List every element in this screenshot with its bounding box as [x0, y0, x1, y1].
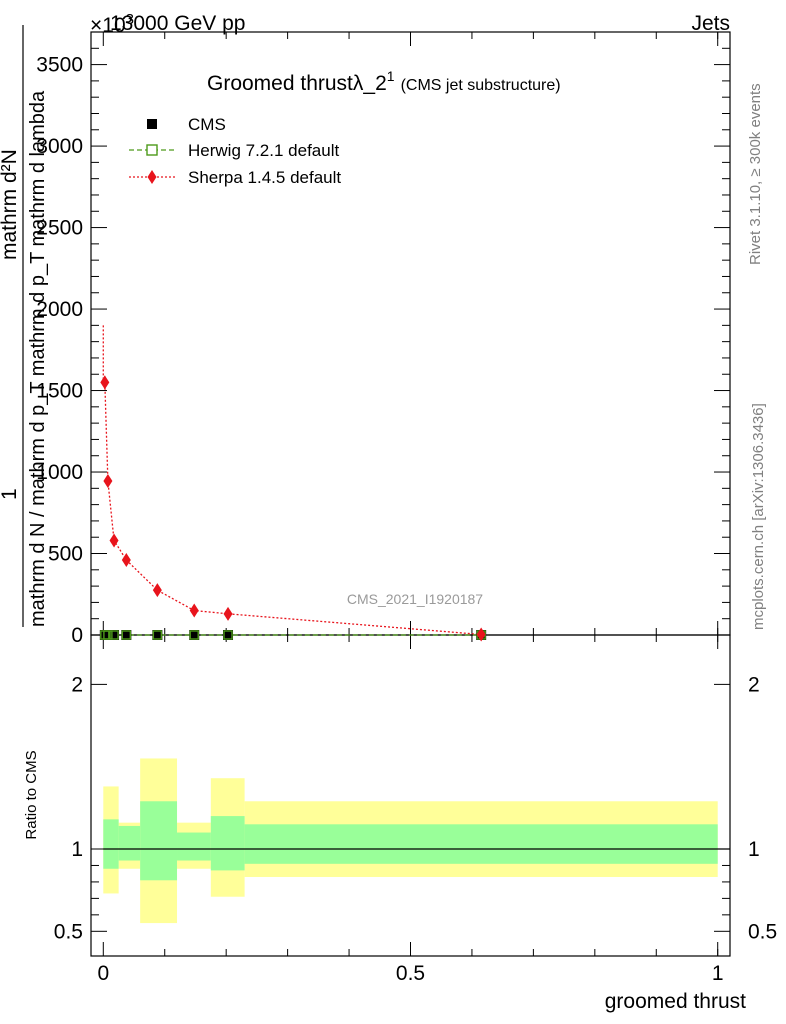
ratio-bands	[103, 758, 718, 924]
main-series	[99, 325, 487, 642]
sherpa-point	[121, 553, 131, 568]
xtick-label: 0	[97, 962, 109, 985]
axis-exponent-base: ×10	[90, 14, 126, 37]
x-axis-label: groomed thrust	[605, 990, 746, 1013]
mcplots-label: mcplots.cern.ch [arXiv:1306.3436]	[750, 403, 767, 630]
sherpa-point	[476, 627, 486, 642]
herwig-point	[109, 630, 119, 640]
main-ytick-label: 1000	[36, 461, 83, 484]
plot-title-main: Groomed thrustλ_2	[207, 72, 387, 95]
ratio-ytick-label: 1	[71, 838, 83, 861]
plot-title-sub: (CMS jet substructure)	[401, 77, 561, 94]
analysis-watermark: CMS_2021_I1920187	[347, 591, 483, 607]
legend-label-herwig: Herwig 7.2.1 default	[188, 141, 339, 160]
main-ylabel-one: 1	[0, 488, 21, 500]
main-ytick-label: 3500	[36, 54, 83, 77]
legend-cms-marker	[147, 119, 157, 129]
plot-title-sup: 1	[387, 68, 395, 84]
main-ytick-label: 2500	[36, 217, 83, 240]
main-y-axis: 0 500 1000 1500 2000 2500 3000 3500	[36, 47, 730, 647]
sherpa-point	[152, 583, 162, 598]
ratio-ytick-label-right: 0.5	[748, 920, 777, 943]
main-ytick-label: 2000	[36, 298, 83, 321]
sherpa-point	[100, 375, 110, 390]
main-ytick-label: 500	[48, 543, 83, 566]
axis-exponent: ×103	[90, 11, 134, 37]
plot-title: Groomed thrustλ_21 (CMS jet substructure)	[207, 68, 561, 95]
sherpa-point	[189, 603, 199, 618]
ratio-band-inner	[140, 801, 178, 881]
main-ytick-label: 1500	[36, 380, 83, 403]
herwig-point	[121, 630, 132, 640]
ratio-ytick-label: 2	[71, 673, 83, 696]
xtick-label: 1	[712, 962, 724, 985]
ratio-ytick-label: 0.5	[54, 920, 83, 943]
herwig-point	[223, 630, 233, 640]
cms-point	[102, 630, 113, 640]
main-panel-frame	[90, 31, 731, 636]
main-ylabel-denominator: mathrm d N / mathrm d p_T mathrm d p_T m…	[27, 90, 49, 627]
x-axis: 0 0.5 1	[97, 32, 724, 985]
cms-point	[189, 630, 200, 640]
legend-label-cms: CMS	[188, 115, 226, 134]
legend-sherpa-marker	[147, 170, 157, 184]
ratio-band-inner	[244, 824, 718, 864]
legend-label-sherpa: Sherpa 1.4.5 default	[188, 168, 341, 187]
axis-exponent-power: 3	[126, 11, 134, 28]
ratio-ytick-label-right: 1	[748, 838, 760, 861]
energy-label: 13000 GeV pp	[110, 12, 245, 35]
cms-point	[152, 630, 163, 640]
sherpa-point	[223, 606, 233, 621]
ratio-band-inner	[103, 819, 119, 869]
cms-point	[223, 630, 234, 640]
ratio-panel-frame	[90, 634, 731, 957]
sherpa-point	[109, 533, 119, 548]
main-ytick-label: 3000	[36, 135, 83, 158]
herwig-point	[152, 630, 163, 640]
ratio-band-inner	[210, 816, 245, 871]
rivet-label: Rivet 3.1.10, ≥ 300k events	[747, 83, 764, 265]
main-ytick-label: 0	[71, 624, 83, 647]
sherpa-point	[103, 473, 113, 488]
herwig-point	[189, 630, 199, 640]
xtick-label: 0.5	[396, 962, 425, 985]
legend-herwig-marker	[146, 144, 158, 156]
ratio-band-inner	[177, 832, 211, 861]
cms-point	[121, 630, 132, 640]
ratio-ytick-label-right: 2	[748, 673, 760, 696]
herwig-point	[103, 630, 113, 640]
main-ylabel: 1 mathrm d²N mathrm d N / mathrm d p_T m…	[0, 25, 49, 627]
main-ylabel-numerator: mathrm d²N	[0, 149, 21, 260]
ratio-y-axis: 0.5 0.5 1 1 2 2	[54, 673, 777, 943]
legend: CMS Herwig 7.2.1 default Sherpa 1.4.5 defa…	[129, 115, 341, 187]
jets-label: Jets	[691, 12, 730, 35]
cms-point	[109, 630, 120, 640]
ratio-ylabel: Ratio to CMS	[23, 750, 40, 839]
ratio-band-inner	[118, 825, 141, 861]
